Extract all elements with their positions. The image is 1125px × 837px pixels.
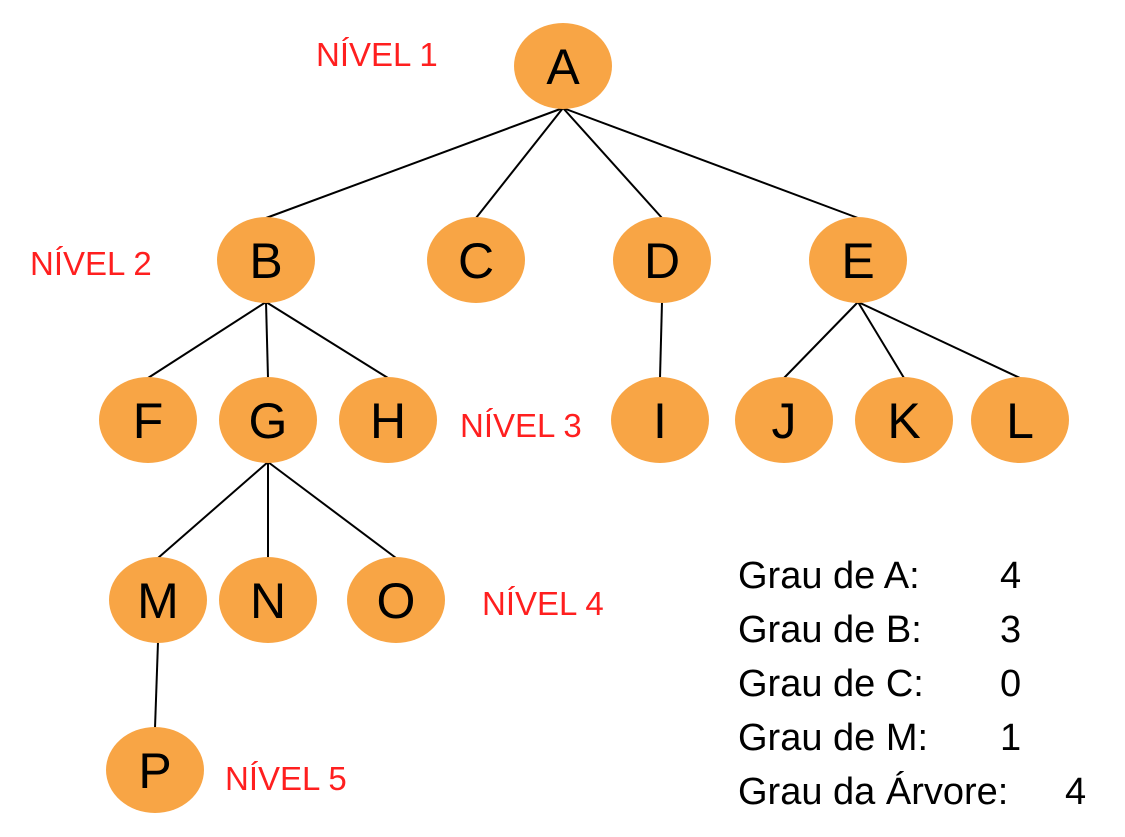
edge-g-m bbox=[157, 461, 269, 559]
tree-node-o: O bbox=[347, 557, 445, 643]
edge-a-d bbox=[562, 107, 663, 219]
degree-label-c: Grau de C: bbox=[738, 663, 924, 705]
node-label-m: M bbox=[137, 573, 179, 629]
edge-a-c bbox=[475, 107, 564, 219]
node-circle-e bbox=[809, 217, 907, 303]
edge-b-g bbox=[265, 301, 269, 379]
node-circle-c bbox=[427, 217, 525, 303]
node-label-k: K bbox=[887, 393, 920, 449]
tree-node-e: E bbox=[809, 217, 907, 303]
node-circle-j bbox=[735, 377, 833, 463]
node-circle-k bbox=[855, 377, 953, 463]
tree-node-i: I bbox=[611, 377, 709, 463]
node-label-e: E bbox=[841, 233, 874, 289]
degree-label-a: Grau de A: bbox=[738, 555, 920, 597]
degree-label-m: Grau de M: bbox=[738, 717, 928, 759]
level-label-4: NÍVEL 4 bbox=[482, 585, 604, 622]
tree-node-f: F bbox=[99, 377, 197, 463]
edges-layer bbox=[147, 107, 1021, 729]
tree-node-m: M bbox=[109, 557, 207, 643]
tree-node-g: G bbox=[219, 377, 317, 463]
degree-value-c: 0 bbox=[1000, 663, 1021, 705]
node-circle-f bbox=[99, 377, 197, 463]
edge-d-i bbox=[659, 301, 663, 379]
edge-g-o bbox=[267, 461, 397, 559]
node-label-l: L bbox=[1006, 393, 1034, 449]
edge-m-p bbox=[154, 641, 159, 729]
node-circle-l bbox=[971, 377, 1069, 463]
tree-node-p: P bbox=[106, 727, 204, 813]
degree-value-m: 1 bbox=[1000, 717, 1021, 759]
tree-node-j: J bbox=[735, 377, 833, 463]
node-circle-a bbox=[514, 23, 612, 109]
node-label-h: H bbox=[370, 393, 406, 449]
node-label-n: N bbox=[250, 573, 286, 629]
edge-e-j bbox=[783, 301, 859, 379]
node-circle-d bbox=[613, 217, 711, 303]
node-label-o: O bbox=[377, 573, 416, 629]
node-label-g: G bbox=[249, 393, 288, 449]
degree-value-a: 4 bbox=[1000, 555, 1021, 597]
node-circle-i bbox=[611, 377, 709, 463]
level-label-2: NÍVEL 2 bbox=[30, 245, 152, 282]
tree-degree-value: 4 bbox=[1065, 771, 1086, 813]
node-circle-m bbox=[109, 557, 207, 643]
level-label-5: NÍVEL 5 bbox=[225, 760, 347, 797]
edge-a-e bbox=[562, 107, 859, 219]
node-circle-h bbox=[339, 377, 437, 463]
tree-node-a: A bbox=[514, 23, 612, 109]
node-circle-o bbox=[347, 557, 445, 643]
node-label-a: A bbox=[546, 39, 580, 95]
edge-a-b bbox=[265, 107, 564, 219]
node-label-j: J bbox=[772, 393, 797, 449]
node-label-i: I bbox=[653, 393, 667, 449]
node-label-f: F bbox=[133, 393, 164, 449]
tree-node-k: K bbox=[855, 377, 953, 463]
level-label-3: NÍVEL 3 bbox=[460, 407, 582, 444]
node-label-c: C bbox=[458, 233, 494, 289]
edge-b-f bbox=[147, 301, 267, 379]
node-circle-b bbox=[217, 217, 315, 303]
tree-node-b: B bbox=[217, 217, 315, 303]
edge-e-l bbox=[857, 301, 1021, 379]
degree-value-b: 3 bbox=[1000, 609, 1021, 651]
node-label-b: B bbox=[249, 233, 282, 289]
node-circle-g bbox=[219, 377, 317, 463]
nodes-layer: A B C D E F G H I J K L M N O P bbox=[99, 23, 1069, 813]
edge-e-k bbox=[857, 301, 905, 379]
tree-node-l: L bbox=[971, 377, 1069, 463]
tree-node-n: N bbox=[219, 557, 317, 643]
tree-node-d: D bbox=[613, 217, 711, 303]
node-circle-n bbox=[219, 557, 317, 643]
tree-degree-label: Grau da Árvore: bbox=[738, 770, 1008, 813]
degree-label-b: Grau de B: bbox=[738, 609, 922, 651]
level-label-1: NÍVEL 1 bbox=[316, 36, 438, 73]
degree-stats: Grau de A: 4 Grau de B: 3 Grau de C: 0 G… bbox=[738, 555, 1086, 813]
tree-node-h: H bbox=[339, 377, 437, 463]
edge-b-h bbox=[265, 301, 389, 379]
node-label-d: D bbox=[644, 233, 680, 289]
node-label-p: P bbox=[138, 743, 171, 799]
node-circle-p bbox=[106, 727, 204, 813]
tree-node-c: C bbox=[427, 217, 525, 303]
